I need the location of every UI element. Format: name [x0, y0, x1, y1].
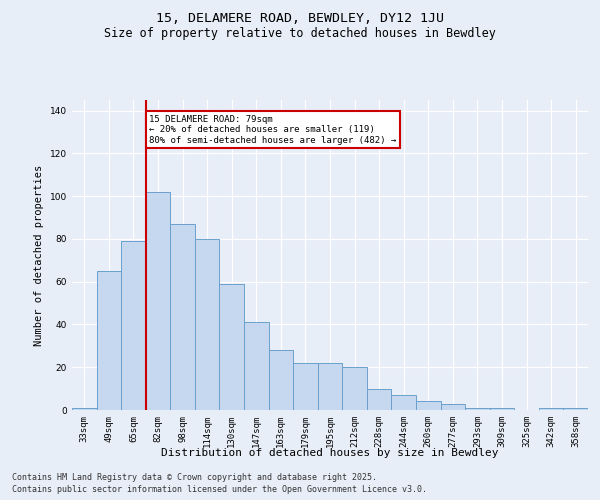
Bar [121, 241, 146, 410]
Bar [269, 350, 293, 410]
Bar [293, 363, 318, 410]
Bar [244, 322, 269, 410]
Bar [318, 363, 342, 410]
Bar [72, 408, 97, 410]
Bar [440, 404, 465, 410]
Bar [146, 192, 170, 410]
Bar [342, 367, 367, 410]
Bar [539, 408, 563, 410]
Bar [220, 284, 244, 410]
Bar [490, 408, 514, 410]
Text: Distribution of detached houses by size in Bewdley: Distribution of detached houses by size … [161, 448, 499, 458]
Text: Contains HM Land Registry data © Crown copyright and database right 2025.: Contains HM Land Registry data © Crown c… [12, 472, 377, 482]
Bar [97, 271, 121, 410]
Y-axis label: Number of detached properties: Number of detached properties [34, 164, 44, 346]
Bar [563, 408, 588, 410]
Text: Contains public sector information licensed under the Open Government Licence v3: Contains public sector information licen… [12, 485, 427, 494]
Text: 15 DELAMERE ROAD: 79sqm
← 20% of detached houses are smaller (119)
80% of semi-d: 15 DELAMERE ROAD: 79sqm ← 20% of detache… [149, 115, 397, 145]
Bar [367, 388, 391, 410]
Text: Size of property relative to detached houses in Bewdley: Size of property relative to detached ho… [104, 28, 496, 40]
Bar [416, 402, 440, 410]
Bar [465, 408, 490, 410]
Bar [391, 395, 416, 410]
Bar [170, 224, 195, 410]
Bar [195, 239, 220, 410]
Text: 15, DELAMERE ROAD, BEWDLEY, DY12 1JU: 15, DELAMERE ROAD, BEWDLEY, DY12 1JU [156, 12, 444, 26]
